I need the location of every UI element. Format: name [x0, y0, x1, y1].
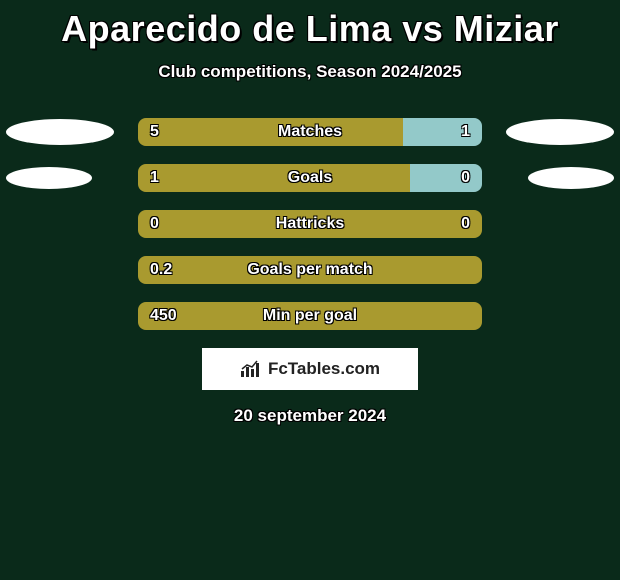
stat-bar: 450 Min per goal	[138, 302, 482, 330]
stat-bar-right	[403, 118, 482, 146]
stat-bar-left	[138, 164, 410, 192]
player-ellipse-left	[6, 167, 92, 189]
subtitle: Club competitions, Season 2024/2025	[0, 62, 620, 82]
stats-container: 5 Matches 1 1 Goals 0 0 Hattricks 0 0.2 Goals per …	[0, 118, 620, 330]
stat-left-value: 5	[150, 123, 159, 141]
stat-label: Hattricks	[276, 215, 344, 233]
stat-row: 5 Matches 1	[0, 118, 620, 146]
stat-bar: 0 Hattricks 0	[138, 210, 482, 238]
stat-row: 450 Min per goal	[0, 302, 620, 330]
stat-row: 1 Goals 0	[0, 164, 620, 192]
stat-right-value: 0	[461, 169, 470, 187]
chart-icon	[240, 360, 262, 378]
player-ellipse-right	[528, 167, 614, 189]
stat-left-value: 450	[150, 307, 177, 325]
date-text: 20 september 2024	[0, 406, 620, 426]
watermark: FcTables.com	[202, 348, 418, 390]
stat-label: Goals per match	[247, 261, 372, 279]
stat-bar: 1 Goals 0	[138, 164, 482, 192]
stat-bar: 5 Matches 1	[138, 118, 482, 146]
stat-left-value: 1	[150, 169, 159, 187]
stat-bar-left	[138, 118, 403, 146]
watermark-text: FcTables.com	[268, 359, 380, 379]
stat-row: 0.2 Goals per match	[0, 256, 620, 284]
stat-left-value: 0.2	[150, 261, 172, 279]
page-title: Aparecido de Lima vs Miziar	[0, 0, 620, 50]
stat-right-value: 1	[461, 123, 470, 141]
player-ellipse-right	[506, 119, 614, 145]
stat-left-value: 0	[150, 215, 159, 233]
stat-bar: 0.2 Goals per match	[138, 256, 482, 284]
stat-row: 0 Hattricks 0	[0, 210, 620, 238]
player-ellipse-left	[6, 119, 114, 145]
stat-bar-right	[410, 164, 482, 192]
stat-label: Min per goal	[263, 307, 357, 325]
stat-label: Goals	[288, 169, 332, 187]
stat-label: Matches	[278, 123, 342, 141]
stat-right-value: 0	[461, 215, 470, 233]
